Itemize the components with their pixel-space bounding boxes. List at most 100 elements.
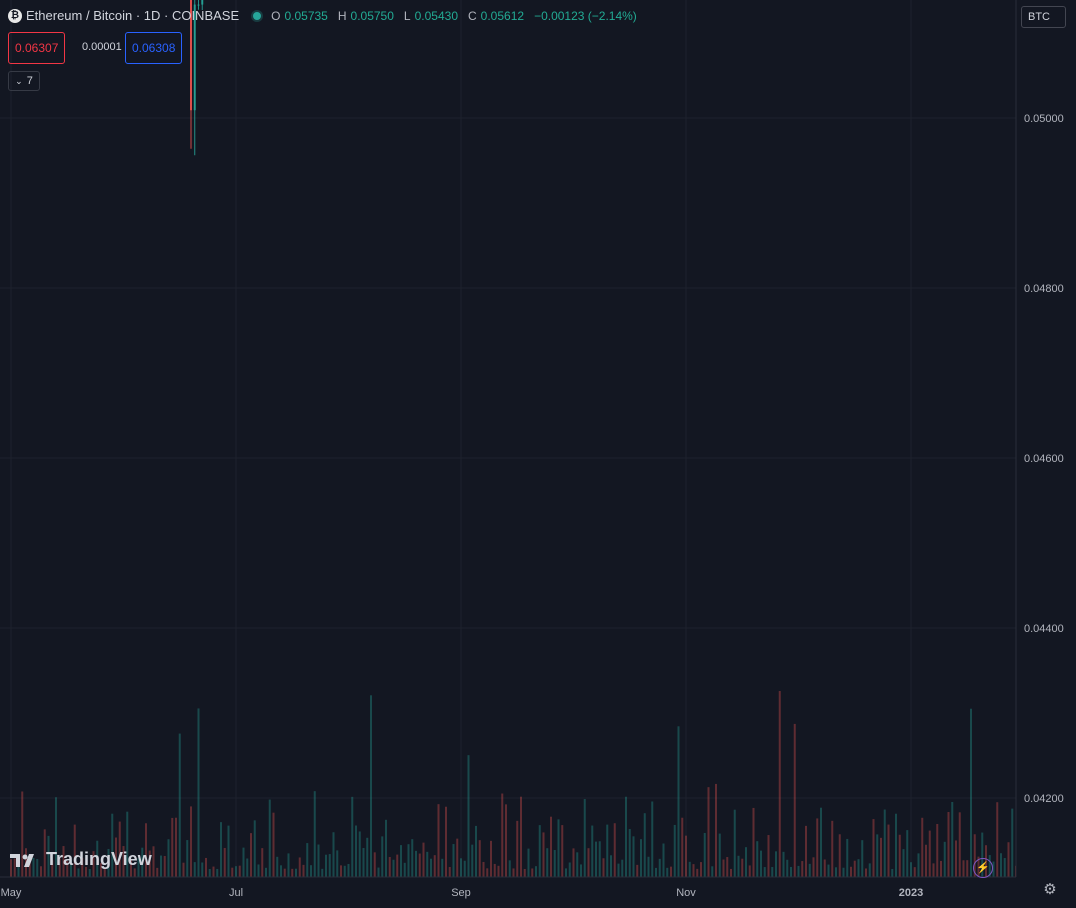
volume-bar [355,825,357,877]
volume-bar [58,858,61,877]
volume-bar [823,859,826,877]
gear-icon[interactable]: ⚙ [1043,881,1057,898]
volume-bar [846,838,849,877]
volume-bar [666,867,669,877]
time-tick-label: May [1,887,22,899]
volume-bar [70,860,72,877]
volume-bar [932,863,935,877]
volume-bar [850,866,852,877]
volume-bar [193,862,196,877]
time-axis-bg [0,877,1076,908]
ohlc-readout: O 0.05735 H 0.05750 L 0.05430 C 0.05612 −0.0… [271,9,643,23]
volume-bar [786,859,789,877]
buy-price-button[interactable]: 0.06308 [125,32,183,64]
currency-button[interactable]: BTC [1021,6,1066,28]
volume-bar [212,866,215,877]
high-value: 0.05750 [350,8,394,23]
volume-bar [820,807,822,877]
volume-bar [385,819,387,877]
volume-bar [1007,842,1010,877]
volume-bar [756,841,759,877]
volume-bar [707,787,710,877]
lightning-icon[interactable]: ⚡ [973,858,993,878]
volume-bar [636,864,639,877]
chevron-down-icon: ⌄ [15,75,23,86]
volume-bar [306,843,309,877]
volume-bar [231,867,234,877]
volume-bar [1000,853,1002,877]
volume-bar [235,866,237,877]
sell-price-button[interactable]: 0.06307 [8,32,66,64]
volume-bar [906,830,909,877]
volume-bar [310,865,312,877]
volume-bar [85,866,87,877]
volume-bar [925,844,927,877]
volume-bar [617,863,620,877]
volume-bar [490,840,492,877]
volume-bar [505,804,507,877]
volume-bar [197,708,200,877]
indicators-count: 7 [26,75,33,87]
price-axis[interactable]: 0.090000.088000.086000.084000.082000.080… [1015,0,1076,877]
volume-bar [55,797,57,877]
volume-bar [703,832,706,877]
volume-bar [801,861,804,877]
volume-bar [358,831,361,877]
time-tick-label: 2023 [899,887,923,899]
volume-bar [175,817,177,877]
time-axis[interactable]: MayJulSepNov2023MarMayJulSepNov [0,876,1076,908]
volume-bar [917,853,920,877]
volume-bar [452,844,455,877]
volume-bar [475,825,477,877]
volume-bar [227,825,230,877]
volume-bar [302,864,305,877]
volume-bar [276,856,279,877]
volume-bar [793,723,796,877]
volume-bar [576,852,579,877]
symbol-title[interactable]: Ethereum / Bitcoin · 1D · COINBASE [26,8,240,23]
volume-bar [343,865,346,877]
volume-bar [711,866,714,877]
candle-body [201,0,204,5]
volume-bar [778,691,781,877]
volume-bar [148,850,151,877]
volume-bar [921,817,924,877]
volume-bar [223,847,226,877]
volume-bar [238,865,241,877]
chart-header: ₿ Ethereum / Bitcoin · 1D · COINBASE O 0.… [8,8,643,23]
indicators-toggle-button[interactable]: ⌄ 7 [8,71,40,91]
volume-bar [407,844,410,877]
volume-bar [842,867,845,877]
volume-bar [595,841,597,877]
volume-bar [467,755,470,877]
volume-bar [66,861,69,877]
close-value: 0.05612 [480,8,525,23]
volume-bar [126,811,129,877]
volume-bar [831,820,834,877]
volume-bar [366,837,369,877]
volume-bar [546,848,549,877]
volume-bar [381,836,384,877]
volume-bar [568,862,571,877]
volume-bar [816,818,819,877]
volume-bar [827,864,830,877]
volume-bar [775,851,777,877]
price-tick-label: 0.04200 [1024,793,1064,805]
volume-bar [557,819,560,877]
volume-bar [760,850,762,877]
volume-bar [790,866,792,877]
volume-bar [242,847,245,877]
volume-bar [602,858,605,877]
volume-bar [1011,808,1014,877]
close-label: C [468,8,477,23]
market-status-icon[interactable] [253,11,262,20]
volume-bar [868,863,871,877]
volume-bar [362,847,365,877]
volume-bar [81,857,84,877]
volume-bar [433,855,436,877]
price-axis-bg [1016,0,1076,877]
volume-bar [910,862,912,877]
volume-bar [625,796,627,877]
volume-bar [88,868,91,877]
